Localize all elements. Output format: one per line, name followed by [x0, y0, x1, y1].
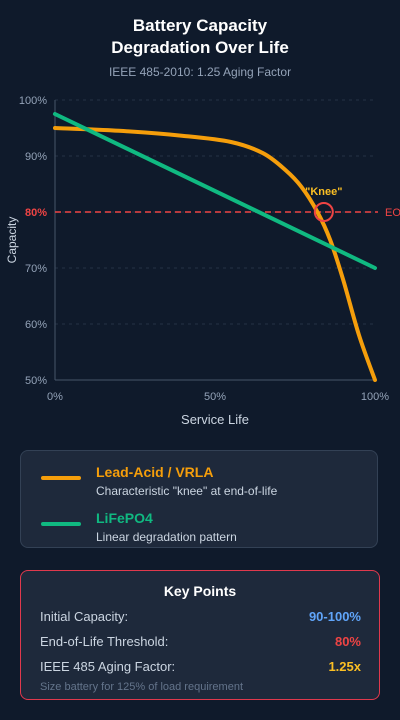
key-points-note: Size battery for 125% of load requiremen…: [40, 681, 244, 693]
y-tick-label: 80%: [25, 207, 47, 219]
key-points-title: Key Points: [163, 583, 237, 599]
key-point-label: End-of-Life Threshold:: [40, 634, 169, 649]
lifepo4-swatch: [41, 522, 81, 526]
legend-item-lifepo4: LiFePO4 Linear degradation pattern: [41, 510, 361, 550]
key-point-value: 90-100%: [308, 609, 361, 624]
lead-acid-swatch: [41, 476, 81, 480]
key-point-value: 80%: [334, 634, 361, 649]
lifepo4-line: [53, 112, 377, 270]
y-axis-label: Capacity: [5, 217, 19, 264]
chart-title: Battery Capacity Degradation Over Life: [0, 15, 400, 59]
knee-marker: [313, 202, 334, 222]
x-tick-label: 50%: [204, 391, 226, 403]
eol-label: EOL: [385, 207, 400, 219]
legend-item-lead-acid: Lead-Acid / VRLA Characteristic "knee" a…: [41, 464, 361, 504]
key-point-value: 1.25x: [328, 659, 361, 674]
key-point-row: Initial Capacity: 90-100%: [40, 609, 361, 627]
y-tick-label: 100%: [19, 95, 47, 107]
key-points-panel: Key Points Initial Capacity: 90-100% End…: [20, 570, 380, 700]
knee-annotation: "Knee": [305, 186, 342, 198]
y-tick-label: 50%: [25, 375, 47, 387]
legend-desc: Linear degradation pattern: [96, 530, 237, 544]
x-tick-label: 0%: [47, 391, 63, 403]
legend-name: Lead-Acid / VRLA: [96, 464, 214, 480]
key-point-label: Initial Capacity:: [40, 609, 129, 624]
y-tick-label: 90%: [25, 151, 47, 163]
title-line-2: Degradation Over Life: [111, 38, 289, 57]
legend-name: LiFePO4: [96, 510, 153, 526]
legend-panel: Lead-Acid / VRLA Characteristic "knee" a…: [20, 450, 378, 548]
legend-desc: Characteristic "knee" at end-of-life: [96, 484, 278, 498]
title-line-1: Battery Capacity: [132, 16, 268, 35]
key-point-row: End-of-Life Threshold: 80%: [40, 634, 361, 652]
lead-acid-line: [53, 126, 377, 382]
y-tick-label: 60%: [25, 319, 47, 331]
key-point-row: IEEE 485 Aging Factor: 1.25x: [40, 659, 361, 677]
x-tick-label: 100%: [361, 391, 389, 403]
degradation-chart: 100%90%80%70%60%50%0% 50% 100%Service Life…: [5, 95, 400, 427]
chart-subtitle: IEEE 485-2010: 1.25 Aging Factor: [108, 65, 292, 79]
x-axis-label: Service Life: [181, 412, 249, 427]
key-point-label: IEEE 485 Aging Factor:: [40, 659, 176, 674]
y-tick-label: 70%: [25, 263, 47, 275]
